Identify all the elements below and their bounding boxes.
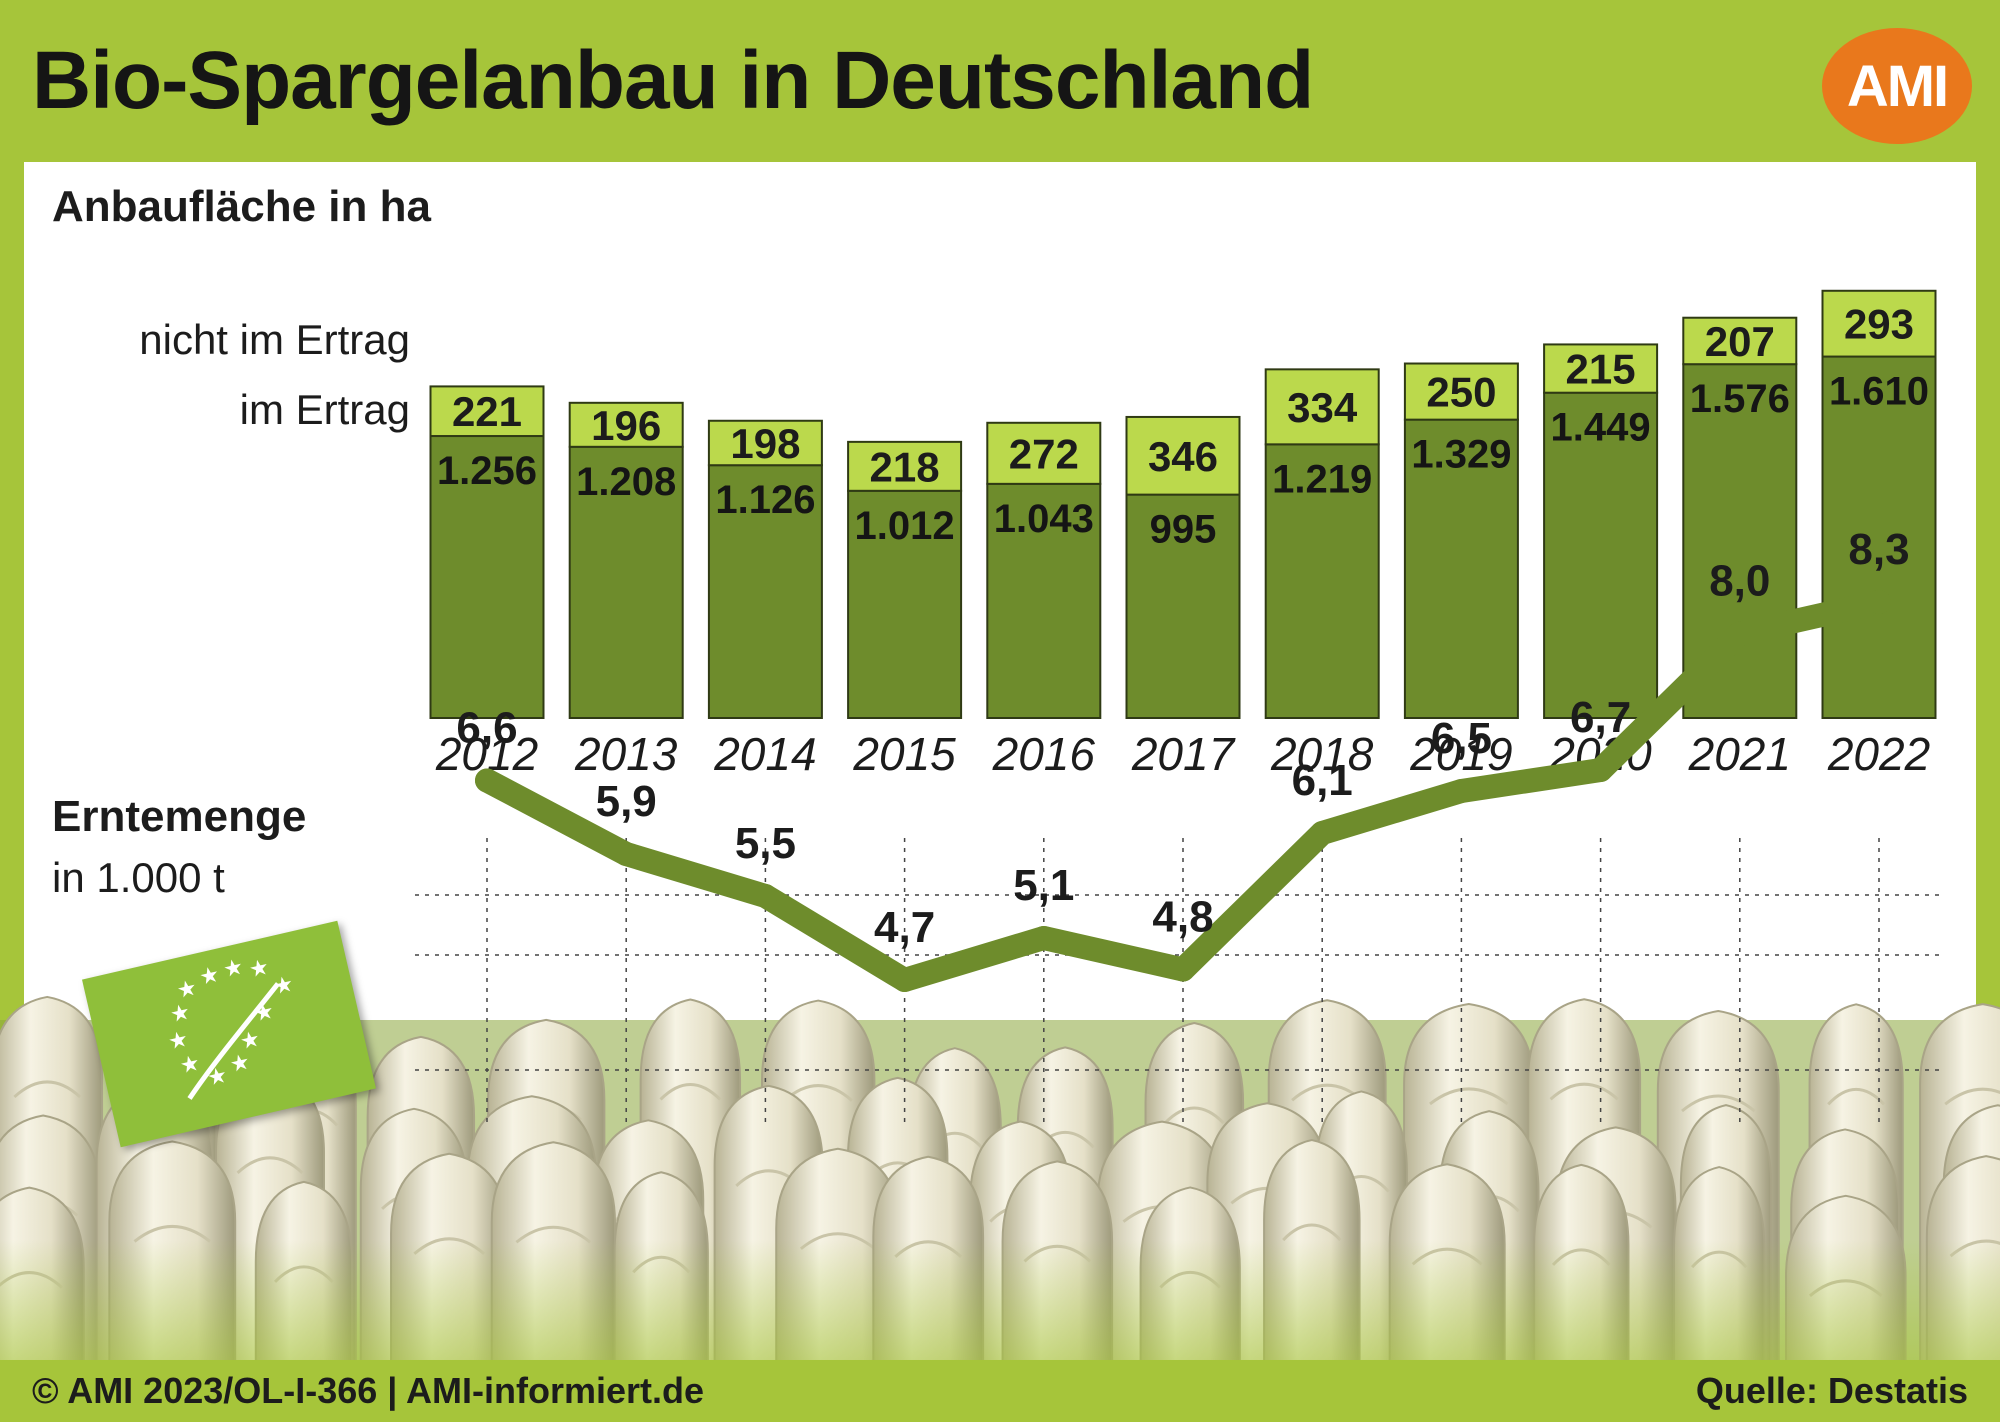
bar-in-yield-2017 — [1125, 493, 1241, 719]
bar-not-in-yield-2021 — [1682, 316, 1798, 366]
label-not-in-yield-2015: 218 — [870, 443, 940, 490]
year-label-2015: 2015 — [852, 728, 956, 780]
bar-not-in-yield-2012 — [429, 385, 545, 438]
label-in-yield-2015: 1.012 — [855, 504, 955, 548]
label-in-yield-2020: 1.449 — [1551, 406, 1651, 450]
bar-in-yield-2014 — [707, 464, 823, 720]
harvest-point-2021 — [1727, 621, 1752, 646]
label-not-in-yield-2013: 196 — [591, 402, 661, 449]
harvest-point-2018 — [1310, 821, 1335, 845]
label-not-in-yield-2019: 250 — [1426, 369, 1496, 416]
year-label-2019: 2019 — [1409, 728, 1512, 780]
label-not-in-yield-2017: 346 — [1148, 433, 1218, 480]
bar-not-in-yield-2019 — [1403, 362, 1519, 421]
harvest-label-2012: 6,6 — [456, 704, 517, 753]
harvest-chart-title: Erntemenge — [52, 792, 307, 841]
bar-in-yield-2012 — [429, 435, 545, 719]
year-label-2017: 2017 — [1131, 728, 1236, 780]
bar-not-in-yield-2016 — [986, 421, 1102, 485]
area-chart-title: Anbaufläche in ha — [52, 182, 431, 231]
harvest-point-2012 — [475, 768, 499, 793]
label-in-yield-2019: 1.329 — [1411, 433, 1511, 477]
label-in-yield-2013: 1.208 — [576, 460, 676, 504]
footer-copyright: © AMI 2023/OL-I-366 | AMI-informiert.de — [32, 1370, 705, 1411]
bar-not-in-yield-2020 — [1543, 343, 1659, 394]
harvest-label-2017: 4,8 — [1152, 893, 1213, 942]
harvest-label-2013: 5,9 — [596, 777, 657, 826]
bar-in-yield-2020 — [1543, 391, 1659, 719]
harvest-label-2020: 6,7 — [1570, 693, 1631, 742]
page-title: Bio-Spargelanbau in Deutschland — [32, 35, 1314, 126]
bar-not-in-yield-2015 — [847, 440, 963, 492]
label-in-yield-2018: 1.219 — [1272, 457, 1372, 501]
label-not-in-yield-2012: 221 — [452, 388, 522, 435]
harvest-label-2019: 6,5 — [1431, 714, 1492, 763]
label-not-in-yield-2021: 207 — [1705, 318, 1775, 365]
footer-bar — [0, 1360, 2000, 1422]
year-label-2022: 2022 — [1827, 728, 1930, 780]
bar-in-yield-2019 — [1403, 418, 1519, 719]
bar-in-yield-2016 — [986, 482, 1102, 719]
eu-organic-logo: ★ ★ ★ ★ ★ ★ ★ ★ ★ ★ ★ ★ — [82, 920, 376, 1148]
harvest-point-2014 — [753, 884, 778, 908]
bar-not-in-yield-2014 — [707, 419, 823, 467]
label-in-yield-2014: 1.126 — [715, 478, 815, 522]
harvest-point-2020 — [1588, 758, 1613, 782]
harvest-point-2013 — [614, 842, 639, 866]
harvest-point-2015 — [892, 968, 917, 992]
harvest-unit-label: in 1.000 t — [52, 854, 225, 901]
harvest-point-2019 — [1449, 779, 1474, 803]
bar-not-in-yield-2018 — [1264, 368, 1380, 446]
footer-source: Quelle: Destatis — [1695, 1370, 1968, 1411]
bar-not-in-yield-2013 — [568, 401, 684, 448]
label-not-in-yield-2018: 334 — [1287, 384, 1358, 431]
year-label-2016: 2016 — [992, 728, 1096, 780]
bar-not-in-yield-2017 — [1125, 415, 1241, 496]
label-in-yield-2012: 1.256 — [437, 449, 537, 493]
harvest-label-2014: 5,5 — [735, 819, 796, 868]
harvest-label-2022: 8,3 — [1848, 525, 1909, 574]
bar-not-in-yield-2022 — [1821, 289, 1937, 358]
label-in-yield-2021: 1.576 — [1690, 377, 1790, 421]
label-not-in-yield-2016: 272 — [1009, 430, 1079, 477]
legend-not-in-yield: nicht im Ertrag — [139, 316, 410, 363]
legend-in-yield: im Ertrag — [239, 386, 410, 433]
year-label-2018: 2018 — [1270, 728, 1374, 780]
harvest-label-2016: 5,1 — [1013, 861, 1074, 910]
label-in-yield-2016: 1.043 — [994, 497, 1094, 541]
bar-in-yield-2018 — [1264, 443, 1380, 719]
year-label-2014: 2014 — [713, 728, 816, 780]
bar-in-yield-2013 — [568, 445, 684, 719]
label-in-yield-2017: 995 — [1150, 508, 1217, 552]
ami-logo: AMI — [1822, 28, 1972, 144]
harvest-label-2015: 4,7 — [874, 903, 935, 952]
label-not-in-yield-2014: 198 — [730, 420, 800, 467]
label-in-yield-2022: 1.610 — [1829, 370, 1929, 414]
harvest-label-2018: 6,1 — [1292, 756, 1353, 805]
year-label-2013: 2013 — [574, 728, 678, 780]
harvest-label-2021: 8,0 — [1709, 557, 1770, 606]
bar-in-yield-2022 — [1821, 355, 1937, 719]
label-not-in-yield-2022: 293 — [1844, 301, 1914, 348]
bar-in-yield-2015 — [847, 489, 963, 719]
label-not-in-yield-2020: 215 — [1566, 346, 1636, 393]
harvest-point-2016 — [1031, 926, 1056, 950]
harvest-point-2022 — [1867, 590, 1891, 614]
year-label-2021: 2021 — [1688, 728, 1791, 780]
harvest-point-2017 — [1171, 957, 1195, 982]
